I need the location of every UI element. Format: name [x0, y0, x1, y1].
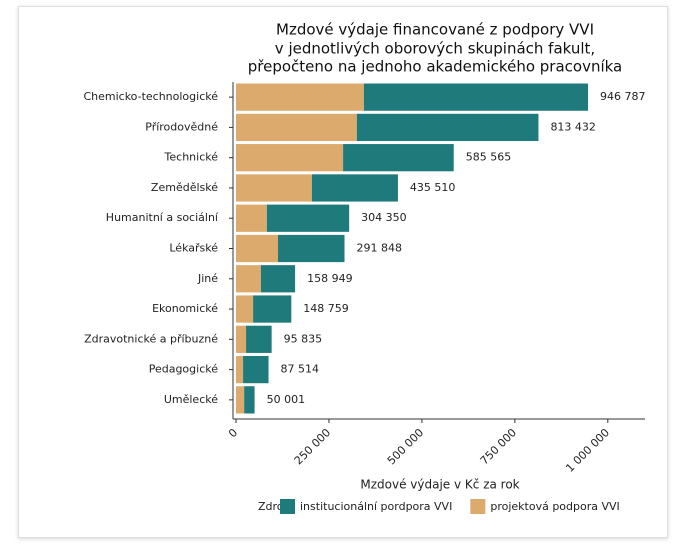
bar-segment — [260, 265, 296, 293]
total-label: 304 350 — [361, 211, 407, 224]
total-label: 158 949 — [307, 272, 353, 285]
total-label: 95 835 — [284, 332, 323, 345]
total-label: 946 787 — [600, 90, 646, 103]
x-tick-label: 0 — [226, 426, 240, 440]
bar-segment — [236, 83, 364, 111]
bar-segment — [244, 386, 255, 414]
total-label: 291 848 — [357, 242, 403, 255]
legend-label: projektová podpora VVI — [490, 500, 619, 513]
chart-title: Mzdové výdaje financované z podpory VVI — [276, 21, 594, 39]
y-tick-label: Pedagogické — [149, 363, 219, 376]
y-tick-label: Jiné — [197, 272, 218, 285]
legend-swatch — [470, 499, 486, 514]
bar-segment — [343, 144, 454, 172]
total-label: 585 565 — [466, 151, 512, 164]
legend-label: institucionální pordpora VVI — [300, 500, 452, 513]
bar-segment — [243, 355, 269, 384]
y-tick-label: Lékařské — [169, 242, 218, 255]
bar-segment — [236, 144, 344, 172]
x-tick-label: 1 000 000 — [563, 426, 612, 475]
bar-segment — [236, 355, 244, 384]
bar-segment — [236, 174, 312, 202]
bar-segment — [236, 204, 267, 232]
chart-title: v jednotlivých oborových skupinách fakul… — [275, 40, 595, 58]
bar-segment — [236, 234, 279, 263]
y-tick-label: Zdravotnické a příbuzné — [84, 332, 218, 345]
y-tick-label: Přírodovědné — [145, 120, 218, 133]
bar-segment — [236, 325, 247, 353]
bar-segment — [356, 113, 539, 142]
chart-title: přepočteno na jednoho akademického praco… — [248, 58, 623, 76]
y-tick-label: Zemědělské — [151, 181, 218, 194]
bar-segment — [278, 234, 345, 263]
bar-segment — [236, 295, 254, 323]
bar-segment — [253, 295, 292, 323]
x-tick-label: 750 000 — [478, 426, 519, 467]
y-tick-label: Humanitní a sociální — [106, 211, 219, 224]
total-label: 435 510 — [410, 181, 456, 194]
bar-segment — [266, 204, 350, 232]
bar-segment — [311, 174, 398, 202]
legend-swatch — [280, 499, 295, 514]
total-label: 50 001 — [267, 393, 306, 406]
bar-segment — [236, 265, 261, 293]
y-tick-label: Chemicko-technologické — [83, 90, 218, 103]
bar-segment — [363, 83, 589, 111]
y-tick-label: Ekonomické — [152, 302, 218, 315]
bar-segment — [236, 113, 357, 142]
total-label: 813 432 — [550, 120, 596, 133]
total-label: 148 759 — [303, 302, 349, 315]
x-tick-label: 500 000 — [385, 426, 426, 467]
y-tick-label: Technické — [164, 151, 219, 164]
total-label: 87 514 — [281, 363, 320, 376]
x-tick-label: 250 000 — [292, 426, 333, 467]
y-tick-label: Umělecké — [164, 393, 218, 406]
bar-segment — [246, 325, 272, 353]
bar-segment — [236, 386, 245, 414]
x-axis-title: Mzdové výdaje v Kč za rok — [360, 478, 519, 492]
